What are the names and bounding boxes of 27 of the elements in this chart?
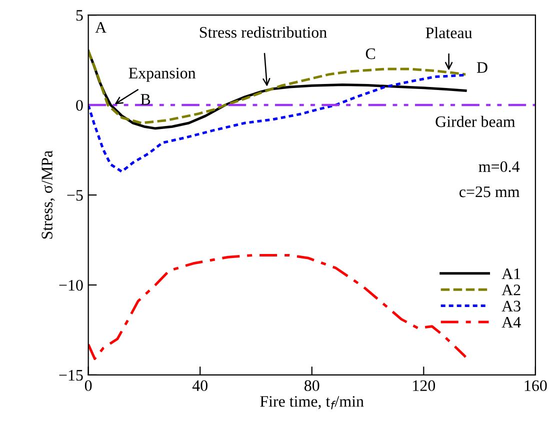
x-tick-label: 0 [84,380,92,392]
annotation: m=0.4 [478,161,520,172]
line-series [88,254,467,360]
annotation: c=25 mm [459,186,520,198]
legend-label: A2 [502,284,520,296]
ref-line-label: Girder beam [436,116,516,128]
x-tick-label: 40 [192,380,208,392]
annotation: D [476,62,488,73]
legend-label: A1 [502,268,520,279]
annotation: Expansion [128,68,196,82]
x-axis-title: Fire time, t$_{f}$/min [260,396,364,410]
x-tick-label: 160 [524,380,547,392]
y-tick-label: −15 [59,370,83,381]
y-tick-label: −10 [59,280,83,291]
y-tick-label: 0 [76,100,83,111]
annotation: A [95,22,106,33]
annotation: B [140,94,150,105]
x-tick-label: 80 [304,380,320,392]
y-tick-label: 5 [76,10,83,21]
y-axis-title: Stress, σ/MPa [42,150,55,239]
x-tick-label: 120 [413,380,436,392]
legend-label: A3 [502,300,520,312]
annotation: Stress redistribution [200,26,327,38]
y-tick-label: −5 [67,190,83,201]
legend-label: A4 [502,316,521,328]
annotation: Plateau [426,26,472,38]
annotation: C [366,48,376,60]
